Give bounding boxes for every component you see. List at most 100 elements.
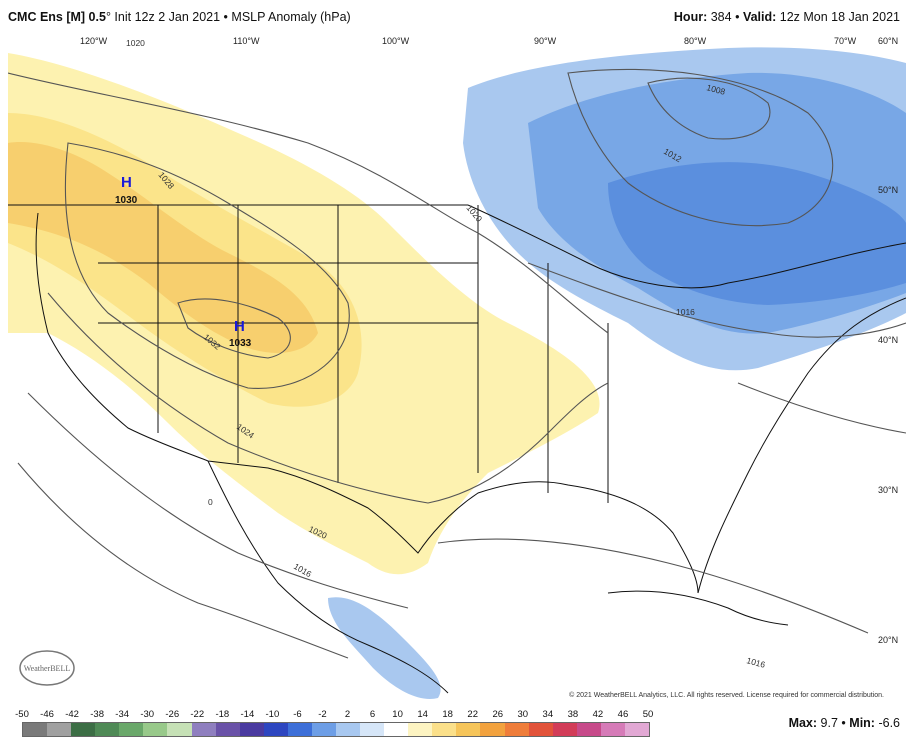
colorbar-swatch (23, 723, 48, 736)
colorbar-tick-label: -34 (115, 709, 130, 720)
colorbar-tick-label: -50 (15, 709, 29, 720)
mexico-coast (207, 460, 449, 694)
hour-value: 384 (710, 10, 732, 24)
isobars (8, 68, 906, 659)
lon-label: 100°W (382, 36, 410, 46)
max-value: 9.7 (820, 716, 838, 730)
separator: • (841, 716, 846, 730)
isobar-1020 (8, 72, 609, 334)
colorbar-swatch (119, 723, 144, 736)
isobar-label: 1016 (676, 307, 695, 317)
max-label: Max: (788, 716, 818, 730)
valid-value: 12z Mon 18 Jan 2021 (779, 10, 900, 24)
colorbar-swatch (576, 723, 601, 736)
colorbar-swatch (384, 723, 409, 736)
isobar-1016-east (527, 262, 906, 338)
colorbar-swatch (311, 723, 337, 736)
header-right: Hour: 384 • Valid: 12z Mon 18 Jan 2021 (674, 10, 900, 24)
min-value: -6.6 (878, 716, 900, 730)
lon-label: 60°N (878, 36, 898, 46)
colorbar-swatch (408, 723, 433, 736)
colorbar-tick-label: 2 (344, 709, 351, 720)
colorbar-tick-label: 22 (467, 709, 479, 720)
degree-symbol: ° (105, 10, 111, 24)
negative-anomaly-strong (608, 162, 906, 305)
lat-label: 20°N (878, 635, 898, 645)
lon-labels: 120°W 110°W 100°W 90°W 80°W 70°W 60°N (80, 36, 898, 46)
model-name: CMC Ens [M] 0.5 (8, 10, 106, 24)
high-value: 1030 (115, 195, 138, 206)
colorbar-swatch (263, 723, 288, 736)
colorbar-tick-label: -2 (318, 709, 327, 720)
colorbar-swatch (432, 723, 457, 736)
colorbar-swatch (456, 723, 481, 736)
init-time: Init 12z 2 Jan 2021 (114, 10, 221, 24)
lon-label: 120°W (80, 36, 108, 46)
isobar-1024 (47, 292, 609, 504)
colorbar-swatch (552, 723, 577, 736)
isobar-1016-gulf (437, 538, 869, 634)
colorbar-tick-label: -22 (190, 709, 205, 720)
field-name: MSLP Anomaly (hPa) (231, 10, 351, 24)
colorbar-tick-label: -10 (265, 709, 280, 720)
max-min-readout: Max: 9.7 • Min: -6.6 (789, 716, 900, 730)
colorbar-swatch (215, 723, 240, 736)
isobar-1028 (64, 142, 350, 389)
copyright-text: © 2021 WeatherBELL Analytics, LLC. All r… (569, 692, 884, 699)
separator: • (223, 10, 228, 24)
lon-label: 90°W (534, 36, 557, 46)
colorbar-tick-label: -42 (65, 709, 79, 720)
colorbar-swatch (600, 723, 625, 736)
high-1030: H 1030 (115, 174, 138, 206)
isobar-label: 1016 (745, 655, 766, 670)
lat-label: 50°N (878, 185, 898, 195)
colorbar-swatch (504, 723, 529, 736)
positive-anomaly-strong (8, 142, 318, 353)
colorbar-swatch (624, 723, 650, 736)
isobar-label: 1008 (705, 82, 726, 97)
colorbar-swatch (167, 723, 192, 736)
high-1033: H 1033 (229, 318, 252, 349)
isobar-1032 (177, 298, 291, 359)
colorbar-tick-label: 50 (642, 709, 654, 720)
colorbar-tick-label: 6 (369, 709, 376, 720)
us-coastline (35, 212, 699, 594)
isobar-1008 (647, 77, 771, 140)
colorbar-tick-label: 14 (417, 709, 428, 720)
colorbar-tick-label: 26 (492, 709, 504, 720)
colorbar-tick-label: -18 (215, 709, 230, 720)
header: CMC Ens [M] 0.5° Init 12z 2 Jan 2021 • M… (0, 0, 914, 32)
isobar-1012 (567, 68, 834, 227)
great-lakes-border (467, 204, 906, 289)
logo-text: WeatherBELL (24, 664, 71, 673)
colorbar-swatch (360, 723, 385, 736)
colorbar-tick-labels: -50 -46 -42 -38 -34 -30 -26 -22 -18 -14 -10 -6 -2 2 6 1… (15, 709, 653, 721)
negative-anomaly-gulf (328, 597, 441, 699)
colorbar-tick-label: 30 (517, 709, 529, 720)
isobar-1016-south (17, 462, 349, 659)
lat-label: 30°N (878, 485, 898, 495)
colorbar-swatch (480, 723, 505, 736)
colorbar-swatch (191, 723, 216, 736)
colorbar-tick-label: -38 (90, 709, 104, 720)
high-symbol: H (234, 318, 245, 335)
lat-label: 40°N (878, 335, 898, 345)
isobar-1020-south (27, 392, 409, 609)
colorbar-tick-label: -14 (240, 709, 255, 720)
map-panel: 120°W 110°W 100°W 90°W 80°W 70°W 60°N 50… (8, 33, 906, 705)
colorbar-tick-label: 38 (567, 709, 579, 720)
header-left: CMC Ens [M] 0.5° Init 12z 2 Jan 2021 • M… (8, 10, 351, 24)
colorbar-tick-label: -26 (165, 709, 180, 720)
colorbar-swatch (336, 723, 361, 736)
valid-label: Valid: (742, 10, 777, 24)
colorbar-swatch (71, 723, 96, 736)
high-value: 1033 (229, 338, 252, 349)
state-lines (98, 205, 609, 503)
high-symbol: H (121, 174, 132, 191)
colorbar-tick-label: -6 (293, 709, 302, 720)
cuba-outline (607, 590, 789, 626)
isobar-label: 0 (208, 497, 213, 507)
min-label: Min: (849, 716, 875, 730)
isobar-east-outer (737, 382, 906, 434)
colorbar-swatch (239, 723, 264, 736)
